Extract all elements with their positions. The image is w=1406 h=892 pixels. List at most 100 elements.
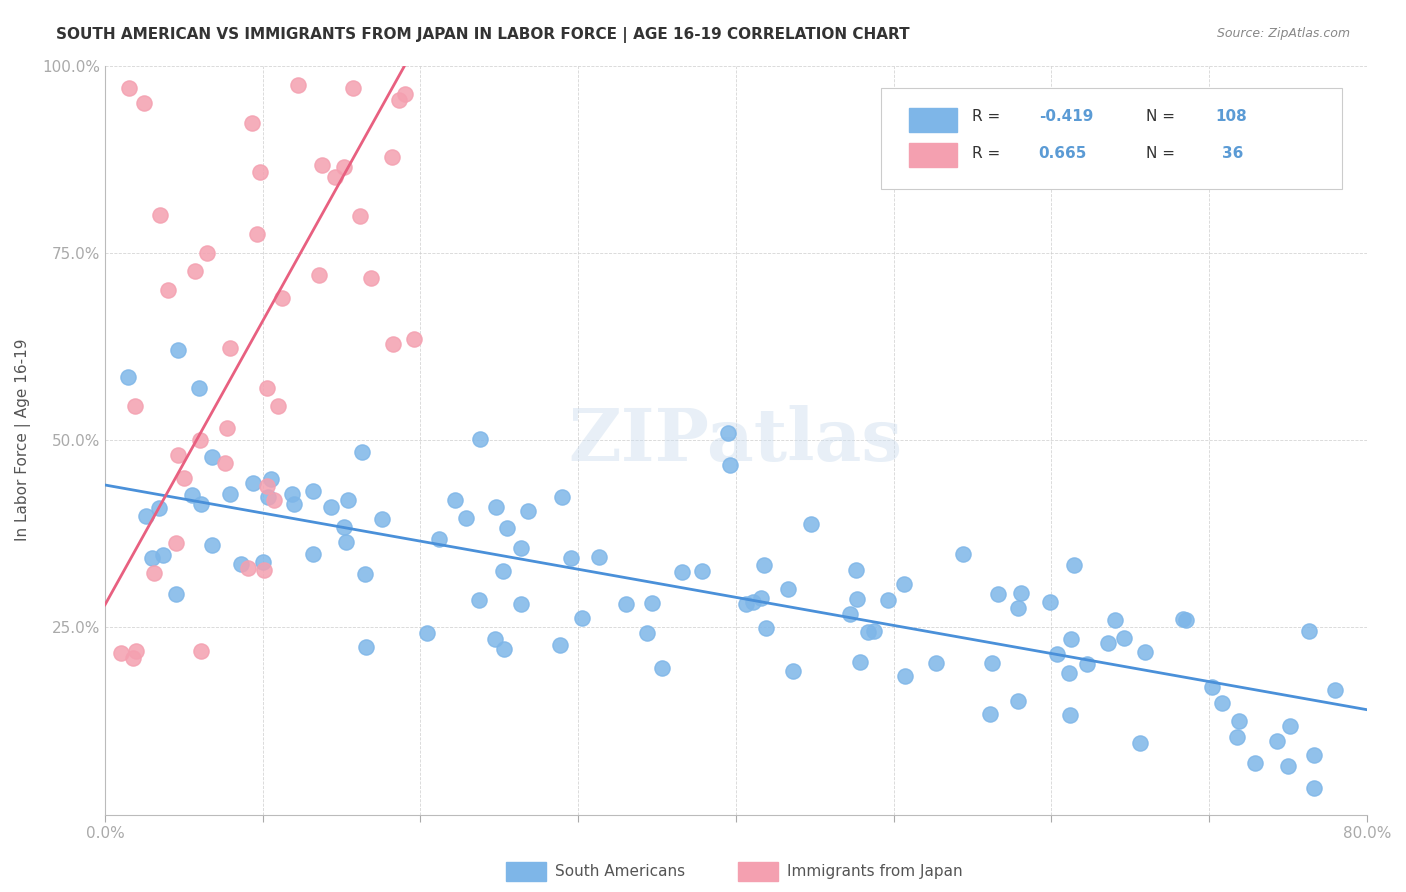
Point [381,150,404,164]
Point [749,591,772,605]
Point [494,642,516,657]
Text: SOUTH AMERICAN VS IMMIGRANTS FROM JAPAN IN LABOR FORCE | AGE 16-19 CORRELATION C: SOUTH AMERICAN VS IMMIGRANTS FROM JAPAN … [56,27,910,43]
Point [190,644,212,658]
Point [614,598,637,612]
Point [181,488,204,502]
Point [1104,613,1126,627]
Point [1229,714,1251,728]
Point [218,486,240,500]
Point [470,432,492,446]
Point [187,381,209,395]
Point [838,607,860,621]
Point [492,564,515,578]
Point [134,96,156,111]
Point [256,381,278,395]
Point [1302,748,1324,763]
Point [416,626,439,640]
Point [443,493,465,508]
Point [333,520,356,534]
Point [142,566,165,581]
Point [862,624,884,639]
Point [122,650,145,665]
Point [188,433,211,447]
Text: ZIPatlas: ZIPatlas [569,405,903,475]
Point [381,337,404,351]
Point [173,470,195,484]
Point [588,550,610,565]
Point [987,587,1010,601]
Text: -0.419: -0.419 [1039,109,1092,124]
Point [849,655,872,669]
Point [1007,694,1029,708]
Point [1323,683,1346,698]
Point [263,493,285,508]
Point [651,661,673,675]
FancyBboxPatch shape [882,88,1341,189]
Text: Source: ZipAtlas.com: Source: ZipAtlas.com [1216,27,1350,40]
Point [135,508,157,523]
Text: South Americans: South Americans [555,864,686,879]
Point [257,491,280,505]
Point [311,158,333,172]
Point [782,664,804,678]
Point [256,479,278,493]
Point [845,563,868,577]
FancyBboxPatch shape [908,108,956,131]
Text: 36: 36 [1222,146,1243,161]
Point [287,78,309,92]
Point [149,208,172,222]
Point [551,490,574,504]
Point [925,656,948,670]
Point [242,475,264,490]
Point [117,370,139,384]
Point [308,268,330,283]
Point [1277,758,1299,772]
Text: R =: R = [972,109,1005,124]
Point [979,706,1001,721]
Point [755,621,778,635]
Point [354,567,377,582]
Point [856,625,879,640]
Point [846,592,869,607]
Point [1211,696,1233,710]
Point [560,550,582,565]
Point [1063,558,1085,572]
Point [157,283,180,297]
Point [253,563,276,577]
Point [141,550,163,565]
Point [394,87,416,102]
Point [1129,736,1152,750]
Point [752,558,775,572]
Point [1076,657,1098,672]
Point [742,595,765,609]
Point [356,640,378,654]
Point [876,592,898,607]
Point [456,511,478,525]
Point [184,264,207,278]
Point [548,638,571,652]
Point [1060,632,1083,647]
Point [778,582,800,596]
Point [1265,733,1288,747]
Point [1039,595,1062,609]
Point [388,94,411,108]
Point [246,227,269,241]
Point [240,116,263,130]
Point [718,458,741,472]
Point [201,538,224,552]
Text: 0.665: 0.665 [1039,146,1087,161]
Point [325,169,347,184]
Point [1298,624,1320,638]
Point [335,535,357,549]
Point [371,511,394,525]
Point [342,80,364,95]
Point [110,646,132,660]
Point [165,587,187,601]
Point [350,445,373,459]
Point [167,343,190,358]
Point [1226,731,1249,745]
Point [337,492,360,507]
Point [1112,631,1135,645]
Point [190,497,212,511]
Point [117,81,139,95]
